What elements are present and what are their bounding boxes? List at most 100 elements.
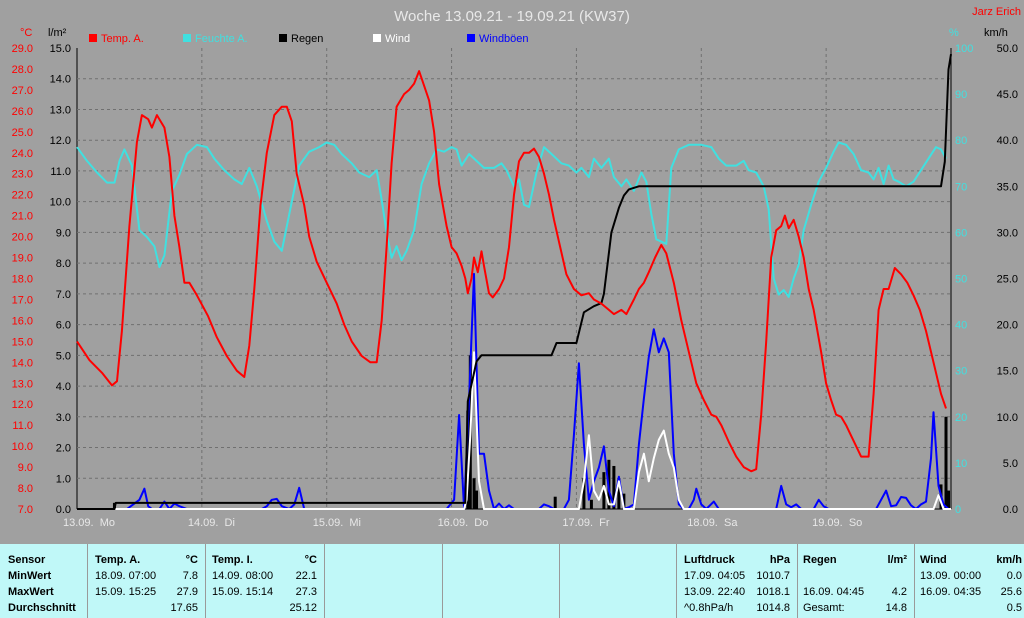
wind-tick-label: 5.0 <box>1003 458 1018 470</box>
stats-divider <box>797 544 798 618</box>
temp-a-min-time: 18.09. 07:00 <box>95 570 157 582</box>
day-tick-label: 13.09. Mo <box>63 517 115 529</box>
temp-i-max-value: 27.3 <box>295 586 317 598</box>
temp-tick-label: 17.0 <box>12 294 33 306</box>
temp-tick-label: 20.0 <box>12 232 33 244</box>
day-tick-label: 14.09. Di <box>188 517 235 529</box>
stats-row-avg: Durchschnitt <box>8 602 76 614</box>
wind-line <box>77 351 951 510</box>
wind-header: Wind <box>920 554 947 566</box>
stats-sensor-header: Sensor <box>8 554 46 566</box>
wind-unit-label: km/h <box>984 27 1008 39</box>
rain-tick-label: 14.0 <box>50 74 71 86</box>
legend-label-temp: Temp. A. <box>101 33 144 45</box>
pressure-min-value: 1010.7 <box>756 570 790 582</box>
wind-tick-label: 30.0 <box>997 227 1018 239</box>
statistics-panel: Sensor MinWert MaxWert Durchschnitt Temp… <box>0 544 1024 618</box>
temp-tick-label: 22.0 <box>12 190 33 202</box>
weather-chart: Woche 13.09.21 - 19.09.21 (KW37) Jarz Er… <box>11 6 1021 529</box>
wind-unit: km/h <box>996 554 1022 566</box>
wind-tick-label: 0.0 <box>1003 504 1018 516</box>
legend-label-rain: Regen <box>291 33 323 45</box>
rain-max-time: 16.09. 04:45 <box>803 586 865 598</box>
temp-unit-label: °C <box>20 27 32 39</box>
pressure-max-time: 13.09. 22:40 <box>684 586 746 598</box>
rain-tick-label: 6.0 <box>56 320 71 332</box>
temp-tick-label: 15.0 <box>12 336 33 348</box>
temp-a-min-value: 7.8 <box>182 570 198 582</box>
temp-i-unit: °C <box>304 554 317 566</box>
legend-label-humidity: Feuchte A. <box>195 33 248 45</box>
rain-tick-label: 0.0 <box>56 504 71 516</box>
rain-header: Regen <box>803 554 837 566</box>
wind-max-time: 16.09. 04:35 <box>920 586 982 598</box>
humidity-tick-label: 50 <box>955 274 967 286</box>
rain-tick-label: 11.0 <box>50 166 71 178</box>
temp-tick-label: 14.0 <box>12 357 33 369</box>
temp-i-min-time: 14.09. 08:00 <box>212 570 274 582</box>
humidity-tick-label: 90 <box>955 89 967 101</box>
rain-total-value: 14.8 <box>885 602 907 614</box>
temp-tick-label: 26.0 <box>12 106 33 118</box>
day-tick-label: 18.09. Sa <box>687 517 738 529</box>
temp-a-max-time: 15.09. 15:25 <box>95 586 157 598</box>
rain-tick-label: 9.0 <box>56 227 71 239</box>
temp-tick-label: 9.0 <box>18 462 33 474</box>
pressure-average: 1014.8 <box>756 602 790 614</box>
temp-line <box>76 70 947 473</box>
wind-min-time: 13.09. 00:00 <box>920 570 982 582</box>
temp-i-header: Temp. I. <box>212 554 253 566</box>
temp-tick-label: 12.0 <box>12 399 33 411</box>
humidity-tick-label: 80 <box>955 135 967 147</box>
stats-divider <box>914 544 915 618</box>
pressure-min-time: 17.09. 04:05 <box>684 570 746 582</box>
temp-tick-label: 25.0 <box>12 127 33 139</box>
temp-tick-label: 7.0 <box>18 504 33 516</box>
temp-a-max-value: 27.9 <box>176 586 198 598</box>
rain-tick-label: 13.0 <box>50 104 71 116</box>
temp-i-min-value: 22.1 <box>295 570 317 582</box>
pressure-header: Luftdruck <box>684 554 735 566</box>
humidity-tick-label: 70 <box>955 181 967 193</box>
rain-tick-label: 5.0 <box>56 350 71 362</box>
wind-tick-label: 25.0 <box>997 274 1018 286</box>
temp-tick-label: 24.0 <box>12 148 33 160</box>
temp-tick-label: 16.0 <box>12 315 33 327</box>
temp-i-average: 25.12 <box>289 602 317 614</box>
rain-tick-label: 10.0 <box>50 197 71 209</box>
rain-tick-label: 2.0 <box>56 443 71 455</box>
temp-tick-label: 19.0 <box>12 253 33 265</box>
wind-tick-label: 15.0 <box>997 366 1018 378</box>
temp-tick-label: 8.0 <box>18 483 33 495</box>
day-tick-label: 15.09. Mi <box>313 517 361 529</box>
temp-tick-label: 23.0 <box>12 169 33 181</box>
wind-tick-label: 50.0 <box>997 43 1018 55</box>
humidity-tick-label: 40 <box>955 320 967 332</box>
rain-tick-label: 4.0 <box>56 381 71 393</box>
wind-tick-label: 35.0 <box>997 181 1018 193</box>
stats-divider <box>676 544 677 618</box>
pressure-trend: ^0.8hPa/h <box>684 602 734 614</box>
wind-max-value: 25.6 <box>1000 586 1022 598</box>
day-tick-label: 19.09. So <box>812 517 862 529</box>
wind-tick-label: 45.0 <box>997 89 1018 101</box>
day-tick-label: 17.09. Fr <box>562 517 609 529</box>
temp-tick-label: 18.0 <box>12 274 33 286</box>
rain-unit-label: l/m² <box>48 27 67 39</box>
humidity-line <box>76 141 947 298</box>
rain-tick-label: 1.0 <box>56 473 71 485</box>
rain-tick-label: 8.0 <box>56 258 71 270</box>
day-tick-label: 16.09. Do <box>438 517 489 529</box>
legend-label-wind: Wind <box>385 33 410 45</box>
stats-divider <box>87 544 88 618</box>
legend-swatch-temp <box>89 34 97 42</box>
rain-unit: l/m² <box>887 554 907 566</box>
stats-divider <box>324 544 325 618</box>
legend-swatch-humidity <box>183 34 191 42</box>
wind-average: 0.5 <box>1006 602 1022 614</box>
humidity-unit-label: % <box>949 27 959 39</box>
temp-tick-label: 11.0 <box>12 420 33 432</box>
pressure-unit: hPa <box>769 554 790 566</box>
rain-tick-label: 7.0 <box>56 289 71 301</box>
temp-a-unit: °C <box>185 554 198 566</box>
